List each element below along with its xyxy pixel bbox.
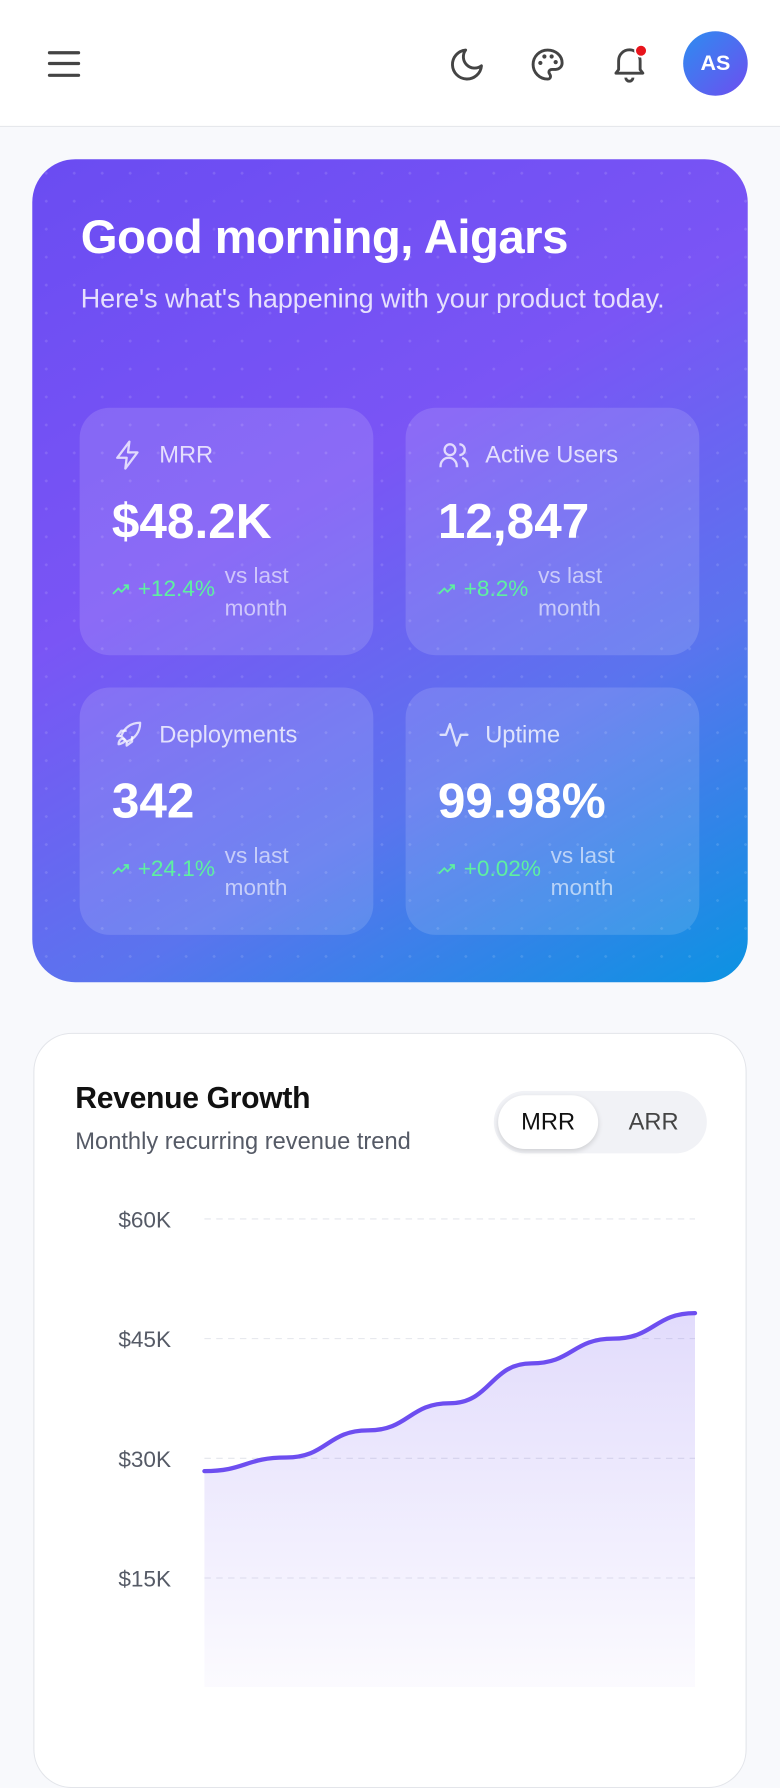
stat-note: vs last month [550, 843, 615, 901]
notifications-button[interactable] [608, 41, 651, 84]
change-value: +0.02% [463, 856, 541, 882]
y-tick-label: $60K [118, 1208, 171, 1233]
stat-label: Active Users [485, 441, 619, 468]
palette-button[interactable] [528, 45, 567, 84]
card-subtitle: Monthly recurring revenue trend [75, 1127, 411, 1155]
stat-icon [112, 439, 144, 471]
hero-card: Good morning, Aigars Here's what's happe… [32, 159, 748, 983]
stat-label: Uptime [485, 720, 561, 748]
stat-note: vs last month [538, 563, 603, 621]
change-value: +24.1% [137, 856, 215, 882]
y-tick-label: $45K [118, 1327, 171, 1352]
stat-icon [438, 719, 470, 751]
stat-change: +24.1% [112, 856, 215, 882]
menu-button[interactable] [43, 43, 86, 86]
stat-card: MRR $48.2K +12.4% vs last month [79, 407, 374, 656]
stat-icon [112, 719, 144, 751]
change-value: +8.2% [463, 576, 529, 602]
stat-icon [438, 439, 470, 471]
change-value: +12.4% [137, 576, 215, 602]
card-title: Revenue Growth [75, 1081, 311, 1115]
y-tick-label: $30K [118, 1447, 171, 1472]
area [204, 1313, 696, 1687]
top-bar: AS [0, 0, 780, 127]
stat-label: Deployments [159, 720, 298, 748]
stat-card: Uptime 99.98% +0.02% vs last month [405, 687, 700, 935]
line [202, 1310, 698, 1474]
toggle-option[interactable]: ARR [628, 1108, 679, 1136]
stat-note: vs last month [224, 563, 289, 621]
revenue-chart: $60K $45K $30K $15K [118, 1208, 698, 1687]
theme-toggle[interactable] [448, 45, 487, 84]
stat-card: Active Users 12,847 +8.2% vs last month [405, 407, 700, 656]
greeting: Good morning, Aigars [80, 210, 569, 264]
stat-card: Deployments 342 +24.1% vs last month [79, 687, 374, 935]
stat-value: 99.98% [437, 772, 606, 829]
stat-label: MRR [159, 441, 214, 468]
greeting-subtitle: Here's what's happening with your produc… [80, 284, 665, 315]
avatar[interactable]: AS [683, 31, 748, 96]
stat-value: 342 [111, 772, 195, 829]
toggle-option[interactable]: MRR [498, 1095, 599, 1150]
stat-change: +8.2% [438, 576, 529, 603]
stat-value: 12,847 [437, 492, 590, 549]
stat-change: +12.4% [112, 577, 215, 603]
toggle: MRR ARR [493, 1090, 707, 1154]
y-tick-label: $15K [118, 1567, 171, 1592]
stat-change: +0.02% [438, 856, 541, 882]
stat-note: vs last month [224, 843, 289, 901]
stat-value: $48.2K [111, 492, 272, 549]
